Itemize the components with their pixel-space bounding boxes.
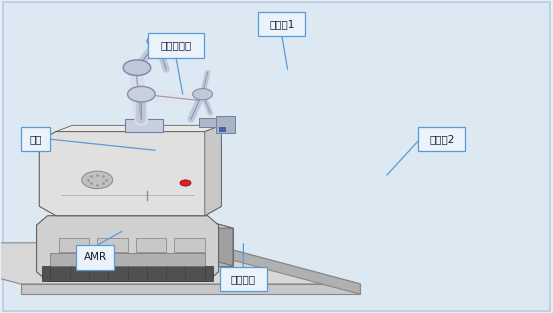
Polygon shape [50,253,205,265]
Circle shape [128,86,155,102]
Text: 原料框1: 原料框1 [269,19,294,29]
FancyBboxPatch shape [258,12,305,36]
Circle shape [180,180,191,186]
Bar [97,238,128,252]
Polygon shape [82,225,213,237]
Bar [218,127,225,131]
Bar [125,119,164,131]
FancyBboxPatch shape [76,245,114,269]
Circle shape [82,171,113,189]
Polygon shape [205,125,221,216]
Circle shape [123,60,151,75]
Polygon shape [167,225,213,275]
Polygon shape [42,265,213,281]
Text: 原料框2: 原料框2 [429,134,455,144]
FancyBboxPatch shape [148,33,204,58]
Text: AMR: AMR [84,253,107,263]
Circle shape [147,36,166,47]
FancyBboxPatch shape [418,127,465,151]
FancyBboxPatch shape [21,127,50,151]
Text: 协作机器人: 协作机器人 [160,41,191,51]
Text: 成品料框: 成品料框 [231,274,255,284]
Polygon shape [118,222,217,231]
Polygon shape [148,228,233,266]
FancyBboxPatch shape [220,267,267,291]
Polygon shape [102,216,233,228]
Polygon shape [186,216,233,266]
Bar [136,238,166,252]
Bar [59,238,89,252]
Polygon shape [56,125,221,131]
Bar [199,118,229,127]
Bar [174,238,205,252]
Polygon shape [39,131,221,216]
Polygon shape [20,284,361,294]
Circle shape [192,89,212,100]
Polygon shape [206,243,361,294]
Bar [216,116,235,133]
Polygon shape [0,243,361,284]
Polygon shape [129,237,213,275]
FancyBboxPatch shape [3,2,550,311]
Polygon shape [36,216,218,281]
Text: 抓手: 抓手 [29,134,42,144]
Polygon shape [98,231,197,241]
